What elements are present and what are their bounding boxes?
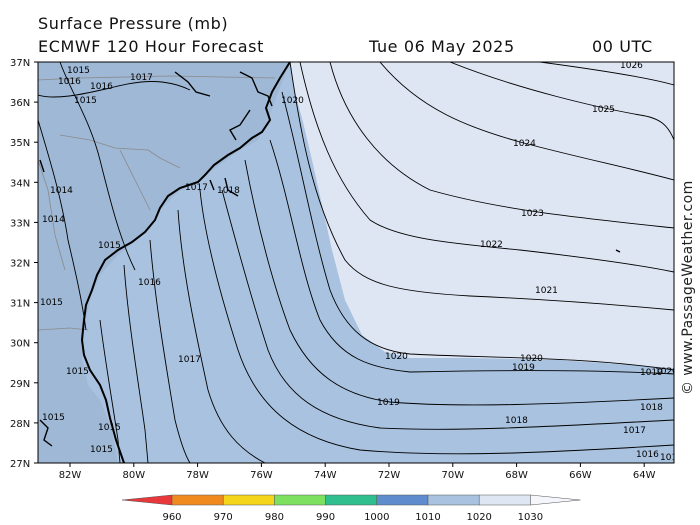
isobar-label: 1020 (655, 367, 678, 377)
isobar-label: 1024 (513, 139, 536, 149)
lon-label: 80W (122, 470, 145, 481)
lon-label: 76W (250, 470, 273, 481)
forecast-date: Tue 06 May 2025 (369, 37, 515, 56)
isobar-label: 1015 (67, 66, 90, 76)
isobar-label: 1025 (592, 105, 615, 115)
isobar-label: 1016 (58, 77, 81, 87)
scale-swatch (274, 494, 326, 506)
isobar-label: 1019 (377, 398, 400, 408)
lat-label: 36N (10, 98, 30, 109)
latitude-axis: 37N 36N 35N 34N 33N 32N 31N 30N 29N 28N 27N (10, 58, 38, 470)
lat-label: 35N (10, 138, 30, 149)
isobar-label: 1015 (98, 423, 121, 433)
lon-label: 66W (569, 470, 592, 481)
scale-swatch (325, 494, 378, 506)
isobar-label: 1021 (535, 286, 558, 296)
lon-label: 72W (378, 470, 401, 481)
lon-label: 68W (505, 470, 528, 481)
lat-label: 31N (10, 299, 30, 310)
isobar-label: 1016 (90, 82, 113, 92)
isobar-label: 1016 (636, 450, 659, 460)
isobar-label: 1017 (185, 183, 208, 193)
isobar-label: 1014 (50, 186, 73, 196)
isobar-label: 1020 (281, 96, 304, 106)
scale-labels: 960 970 980 990 1000 1010 1020 1030 (162, 512, 543, 522)
lon-label: 70W (441, 470, 464, 481)
scale-label: 1010 (415, 512, 440, 522)
lon-label: 64W (633, 470, 656, 481)
isobar-label: 1023 (521, 209, 544, 219)
isobar-label: 1015 (74, 96, 97, 106)
isobar-label: 1019 (640, 368, 663, 378)
isobar-label: 1019 (512, 363, 535, 373)
scale-label: 990 (316, 512, 335, 522)
pressure-map: 1015 1016 1017 1016 1015 1020 1025 1024 … (10, 58, 683, 481)
lon-label: 82W (59, 470, 82, 481)
isobar-label: 1020 (385, 352, 408, 362)
scale-label: 1030 (518, 512, 543, 522)
scale-arrow-right (530, 494, 581, 506)
isobar-label: 1018 (217, 186, 240, 196)
lat-label: 32N (10, 259, 30, 270)
lat-label: 37N (10, 58, 30, 69)
state-borders (38, 75, 276, 331)
lat-label: 27N (10, 459, 30, 470)
scale-label: 980 (265, 512, 284, 522)
isobar-label: 1017 (660, 453, 683, 463)
scale-arrow-left (121, 494, 173, 506)
lat-label: 30N (10, 339, 30, 350)
model-label: ECMWF 120 Hour Forecast (38, 37, 264, 56)
chart-title: Surface Pressure (mb) (38, 14, 229, 33)
isobar-label: 1015 (66, 367, 89, 377)
isobar-label: 1017 (178, 355, 201, 365)
sound-islands (39, 71, 621, 447)
scale-label: 1000 (364, 512, 389, 522)
lat-label: 29N (10, 379, 30, 390)
coastline (80, 62, 291, 463)
scale-swatch (427, 494, 480, 506)
longitude-axis: 82W 80W 78W 76W 74W 72W 70W 68W 66W 64W (59, 463, 656, 481)
isobar-label: 1026 (620, 61, 643, 71)
isobar-label: 1017 (130, 73, 153, 83)
scale-swatch (171, 494, 224, 506)
forecast-time: 00 UTC (592, 37, 653, 56)
scale-swatch (376, 494, 429, 506)
watermark-text: © www.PassageWeather.com (680, 180, 696, 395)
isobars (38, 62, 674, 463)
scale-swatch (478, 494, 531, 506)
scale-swatch (222, 494, 275, 506)
scale-swatches (121, 494, 581, 506)
band-1020-1030 (290, 62, 674, 368)
isobar-label: 1015 (40, 298, 63, 308)
lat-label: 28N (10, 419, 30, 430)
isobar-label: 1018 (640, 403, 663, 413)
isobar-labels: 1015 1016 1017 1016 1015 1020 1025 1024 … (40, 61, 683, 463)
scale-label: 970 (214, 512, 233, 522)
isobar-label: 1015 (98, 241, 121, 251)
watermark: © www.PassageWeather.com (680, 180, 696, 395)
isobar-label: 1015 (42, 413, 65, 423)
isobar-label: 1014 (42, 215, 65, 225)
scale-label: 1020 (466, 512, 491, 522)
isobar-label: 1015 (90, 445, 113, 455)
pressure-scale: 960 970 980 990 1000 1010 1020 1030 (121, 494, 581, 522)
isobar-label: 1016 (138, 278, 161, 288)
header: Surface Pressure (mb) ECMWF 120 Hour For… (0, 0, 700, 58)
lon-label: 74W (314, 470, 337, 481)
isobar-label: 1022 (480, 240, 503, 250)
isobar-label: 1020 (520, 354, 543, 364)
lon-label: 78W (186, 470, 209, 481)
scale-label: 960 (162, 512, 181, 522)
lat-label: 33N (10, 218, 30, 229)
lat-label: 34N (10, 178, 30, 189)
isobar-label: 1017 (623, 426, 646, 436)
isobar-label: 1018 (505, 416, 528, 426)
